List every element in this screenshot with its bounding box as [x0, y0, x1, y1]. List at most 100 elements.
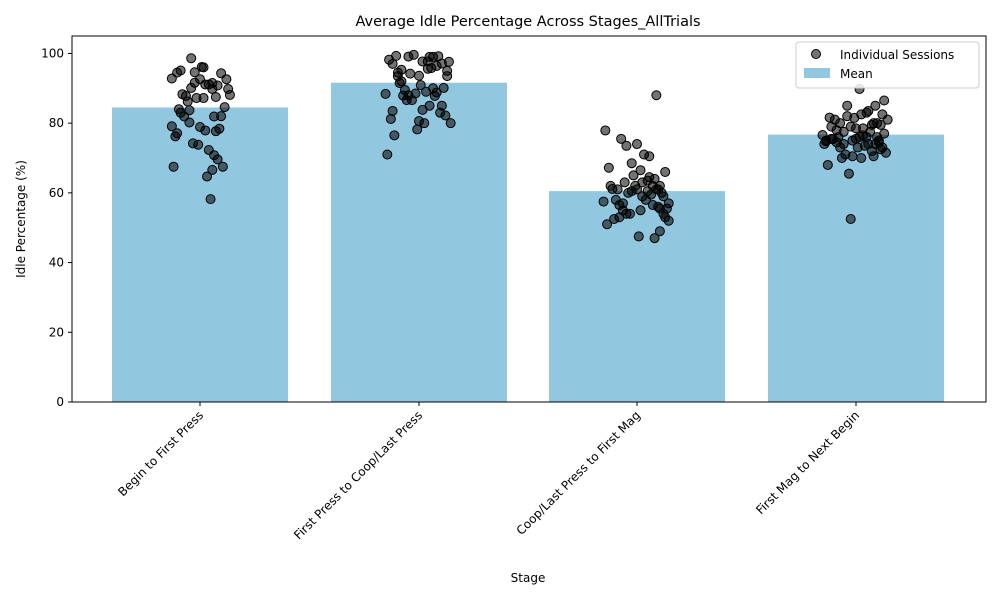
legend-swatch-mean — [804, 68, 830, 78]
session-point — [600, 125, 611, 136]
session-point — [612, 184, 623, 195]
session-point — [417, 104, 428, 115]
session-point — [391, 50, 402, 61]
session-point — [635, 165, 646, 176]
session-point — [180, 90, 191, 101]
session-point — [442, 71, 453, 82]
session-point — [602, 219, 613, 230]
session-point — [635, 205, 646, 216]
session-point — [419, 118, 430, 129]
session-point — [651, 184, 662, 195]
session-point — [870, 139, 881, 150]
session-point — [189, 77, 200, 88]
session-point — [184, 117, 195, 128]
session-point — [651, 90, 662, 101]
session-point — [826, 121, 837, 132]
session-point — [854, 132, 865, 143]
session-point — [628, 170, 639, 181]
session-point — [644, 151, 655, 162]
session-point — [623, 187, 634, 198]
bar-mean-4 — [768, 134, 944, 402]
session-point — [433, 51, 444, 62]
session-point — [822, 159, 833, 170]
session-point — [842, 100, 853, 111]
y-tick-label: 60 — [49, 186, 64, 200]
session-point — [626, 158, 637, 169]
session-point — [392, 67, 403, 78]
session-point — [389, 130, 400, 141]
session-point — [223, 83, 234, 94]
session-point — [200, 79, 211, 90]
x-tick-label: Coop/Last Press to First Mag — [514, 408, 644, 538]
session-point — [644, 172, 655, 183]
legend-label-individual-sessions: Individual Sessions — [840, 48, 954, 62]
session-point — [633, 231, 644, 242]
x-axis: Begin to First Press First Press to Coop/… — [115, 402, 862, 542]
bar-mean-1 — [112, 107, 288, 402]
bars-layer — [112, 82, 944, 403]
session-point — [621, 140, 632, 151]
session-point — [616, 133, 627, 144]
session-point — [863, 105, 874, 116]
session-point — [431, 87, 442, 98]
session-point — [396, 76, 407, 87]
session-point — [184, 105, 195, 116]
session-point — [821, 135, 832, 146]
session-point — [210, 126, 221, 137]
y-tick-label: 80 — [49, 116, 64, 130]
session-point — [624, 208, 635, 219]
y-axis-label: Idle Percentage (%) — [14, 160, 28, 278]
session-point — [632, 139, 642, 150]
points-layer — [166, 49, 893, 244]
session-point — [403, 90, 414, 101]
bar-mean-3 — [549, 191, 725, 402]
session-point — [838, 126, 849, 137]
chart-title: Average Idle Percentage Across Stages_Al… — [355, 14, 700, 30]
session-point — [858, 123, 869, 134]
session-point — [440, 110, 451, 121]
x-tick-label: First Mag to Next Begin — [753, 408, 862, 517]
session-point — [380, 88, 391, 99]
session-point — [414, 70, 424, 81]
session-point — [221, 74, 232, 85]
legend-marker-individual-sessions — [811, 49, 821, 59]
session-point — [654, 203, 665, 214]
session-point — [847, 151, 858, 162]
session-point — [660, 212, 671, 223]
session-point — [424, 51, 435, 62]
session-point — [856, 153, 867, 163]
session-point — [859, 140, 870, 151]
session-point — [845, 214, 856, 224]
session-point — [405, 68, 416, 79]
legend: Individual Sessions Mean — [795, 41, 980, 89]
session-point — [836, 153, 847, 163]
session-point — [882, 114, 893, 125]
session-point — [205, 194, 216, 205]
session-point — [198, 93, 209, 104]
session-point — [382, 149, 393, 160]
session-point — [619, 177, 630, 188]
session-point — [870, 100, 881, 111]
x-tick-label: First Press to Coop/Last Press — [291, 408, 425, 542]
session-point — [879, 95, 890, 106]
session-point — [217, 161, 228, 172]
session-point — [637, 191, 648, 202]
session-point — [385, 113, 396, 124]
session-point — [438, 82, 449, 93]
session-point — [412, 124, 423, 135]
session-point — [168, 161, 179, 172]
session-point — [603, 162, 614, 173]
session-point — [216, 111, 227, 122]
legend-box — [795, 41, 980, 89]
session-point — [387, 105, 398, 116]
y-tick-label: 20 — [49, 325, 64, 339]
y-tick-label: 0 — [56, 395, 64, 409]
session-point — [219, 102, 230, 113]
session-point — [614, 212, 625, 223]
session-point — [200, 125, 211, 136]
session-point — [207, 164, 218, 175]
session-point — [193, 139, 204, 150]
session-point — [843, 168, 854, 179]
y-tick-label: 40 — [49, 256, 64, 270]
